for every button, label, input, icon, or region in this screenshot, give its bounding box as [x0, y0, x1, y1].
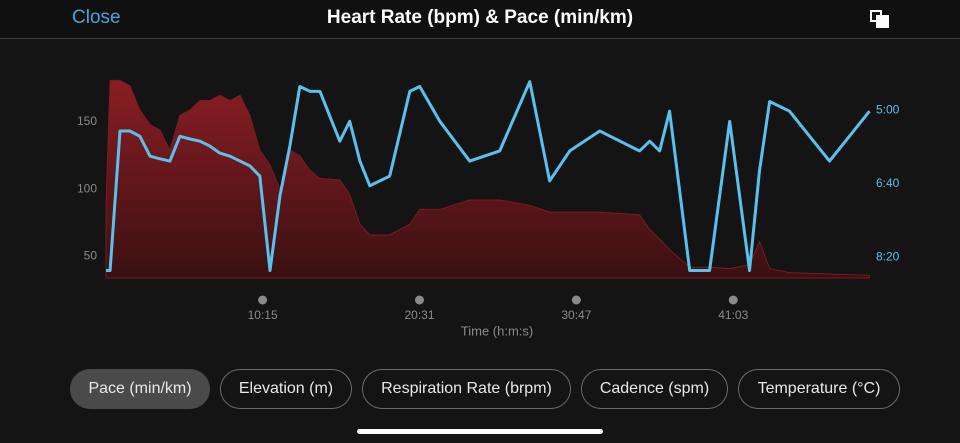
y2-tick-label: 8:20: [876, 249, 900, 263]
y-tick-label: 100: [77, 181, 97, 195]
x-tick-dot: [728, 295, 738, 305]
home-indicator: [357, 429, 603, 434]
x-tick-dot: [571, 295, 581, 305]
x-tick-label: 20:31: [404, 308, 434, 322]
expand-icon[interactable]: [870, 10, 889, 28]
x-tick-label: 30:47: [561, 308, 591, 322]
y2-tick-label: 6:40: [876, 176, 900, 190]
y2-tick-label: 5:00: [876, 102, 900, 116]
y-tick-label: 50: [84, 249, 98, 263]
metric-button[interactable]: Respiration Rate (brpm): [362, 369, 571, 409]
x-tick-dot: [414, 295, 424, 305]
close-button[interactable]: Close: [72, 7, 121, 28]
metric-button[interactable]: Cadence (spm): [581, 369, 728, 409]
header-bg: [0, 0, 960, 38]
x-axis-label: Time (h:m:s): [461, 323, 533, 338]
pace-line: [106, 80, 871, 272]
x-tick-label: 41:03: [718, 308, 748, 322]
x-tick-dot: [258, 295, 268, 305]
chart-title: Heart Rate (bpm) & Pace (min/km): [327, 7, 633, 28]
y-tick-label: 150: [77, 114, 97, 128]
metric-button[interactable]: Elevation (m): [220, 369, 352, 409]
x-tick-label: 10:15: [248, 308, 278, 322]
metric-button[interactable]: Pace (min/km): [70, 369, 210, 409]
heart-rate-area: [105, 79, 870, 279]
metric-button[interactable]: Temperature (°C): [738, 369, 900, 409]
